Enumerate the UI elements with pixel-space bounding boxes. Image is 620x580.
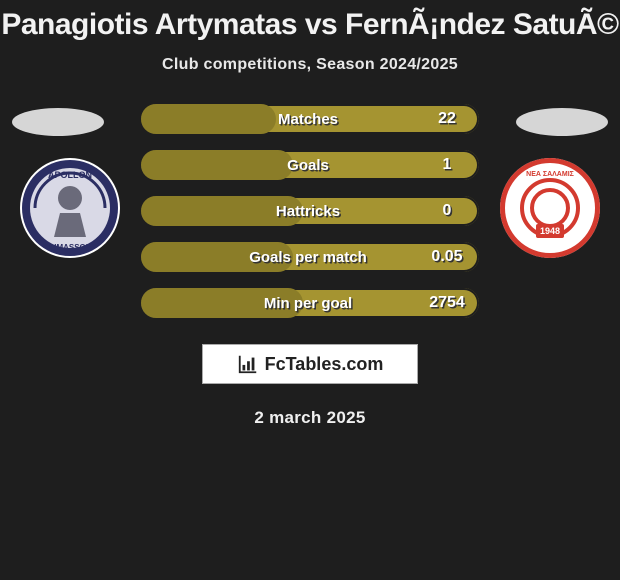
- svg-text:APOLLON: APOLLON: [48, 170, 92, 180]
- svg-text:ΝΕΑ ΣΑΛΑΜΙΣ: ΝΕΑ ΣΑΛΑΜΙΣ: [526, 171, 574, 178]
- stat-row: Goals per match 0.05: [141, 242, 479, 272]
- club-crest-left: APOLLON LIMASSOL: [20, 158, 120, 258]
- stat-label: Matches: [201, 111, 415, 128]
- page-title: Panagiotis Artymatas vs FernÃ¡ndez SatuÃ…: [0, 0, 620, 42]
- stat-label: Min per goal: [201, 295, 415, 312]
- player-right-oval: [516, 108, 608, 136]
- stat-row: Matches 22: [141, 104, 479, 134]
- bar-chart-icon: [237, 353, 259, 375]
- svg-text:1948: 1948: [540, 226, 560, 236]
- stat-right-value: 1: [415, 156, 479, 174]
- apollon-crest-icon: APOLLON LIMASSOL: [20, 158, 120, 258]
- fctables-logo-text: FcTables.com: [265, 354, 384, 375]
- stat-rows: Matches 22 Goals 1 Hattricks 0 Goals per…: [141, 104, 479, 318]
- fctables-logo[interactable]: FcTables.com: [202, 344, 418, 384]
- player-left-oval: [12, 108, 104, 136]
- footer-date: 2 march 2025: [0, 408, 620, 428]
- stat-right-value: 0: [415, 202, 479, 220]
- club-crest-right: 1948 ΝΕΑ ΣΑΛΑΜΙΣ: [500, 158, 600, 258]
- stat-right-value: 22: [415, 110, 479, 128]
- stat-label: Goals: [201, 157, 415, 174]
- stat-row: Hattricks 0: [141, 196, 479, 226]
- stat-right-value: 0.05: [415, 248, 479, 266]
- stat-row: Goals 1: [141, 150, 479, 180]
- stat-right-value: 2754: [415, 294, 479, 312]
- stat-label: Hattricks: [201, 203, 415, 220]
- nea-salamis-crest-icon: 1948 ΝΕΑ ΣΑΛΑΜΙΣ: [500, 158, 600, 258]
- svg-text:LIMASSOL: LIMASSOL: [49, 243, 90, 252]
- comparison-arena: APOLLON LIMASSOL 1948 ΝΕΑ ΣΑΛΑΜΙΣ Matche…: [0, 104, 620, 428]
- stat-label: Goals per match: [201, 249, 415, 266]
- stat-row: Min per goal 2754: [141, 288, 479, 318]
- subtitle: Club competitions, Season 2024/2025: [0, 56, 620, 74]
